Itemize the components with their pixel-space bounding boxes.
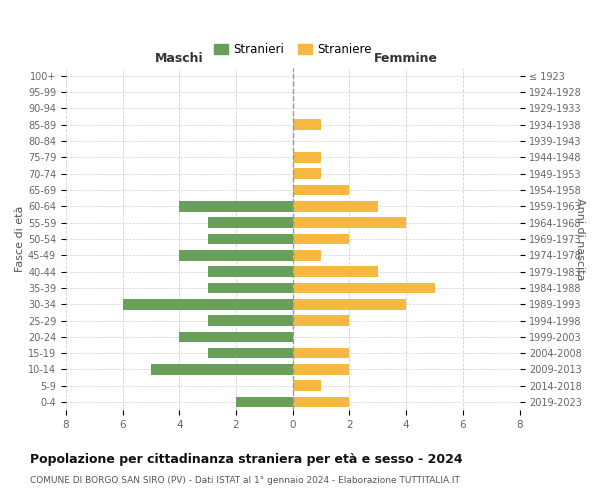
Text: Maschi: Maschi — [155, 52, 203, 65]
Bar — [179, 201, 293, 211]
Bar — [208, 315, 293, 326]
Bar — [179, 332, 293, 342]
Bar — [293, 184, 349, 196]
Y-axis label: Anni di nascita: Anni di nascita — [575, 198, 585, 280]
Bar — [293, 266, 378, 277]
Bar — [208, 234, 293, 244]
Y-axis label: Fasce di età: Fasce di età — [15, 206, 25, 272]
Bar — [236, 397, 293, 407]
Legend: Stranieri, Straniere: Stranieri, Straniere — [211, 39, 375, 60]
Bar — [208, 348, 293, 358]
Bar — [293, 168, 321, 179]
Bar — [293, 397, 349, 407]
Bar — [293, 234, 349, 244]
Bar — [293, 299, 406, 310]
Bar — [293, 380, 321, 391]
Text: COMUNE DI BORGO SAN SIRO (PV) - Dati ISTAT al 1° gennaio 2024 - Elaborazione TUT: COMUNE DI BORGO SAN SIRO (PV) - Dati IST… — [30, 476, 460, 485]
Bar — [293, 120, 321, 130]
Bar — [122, 299, 293, 310]
Text: Femmine: Femmine — [374, 52, 438, 65]
Bar — [208, 282, 293, 293]
Bar — [293, 282, 434, 293]
Bar — [293, 315, 349, 326]
Bar — [293, 364, 349, 375]
Bar — [293, 218, 406, 228]
Bar — [293, 201, 378, 211]
Bar — [293, 250, 321, 260]
Bar — [293, 152, 321, 162]
Bar — [179, 250, 293, 260]
Bar — [293, 348, 349, 358]
Text: Popolazione per cittadinanza straniera per età e sesso - 2024: Popolazione per cittadinanza straniera p… — [30, 452, 463, 466]
Bar — [208, 266, 293, 277]
Bar — [151, 364, 293, 375]
Bar — [208, 218, 293, 228]
